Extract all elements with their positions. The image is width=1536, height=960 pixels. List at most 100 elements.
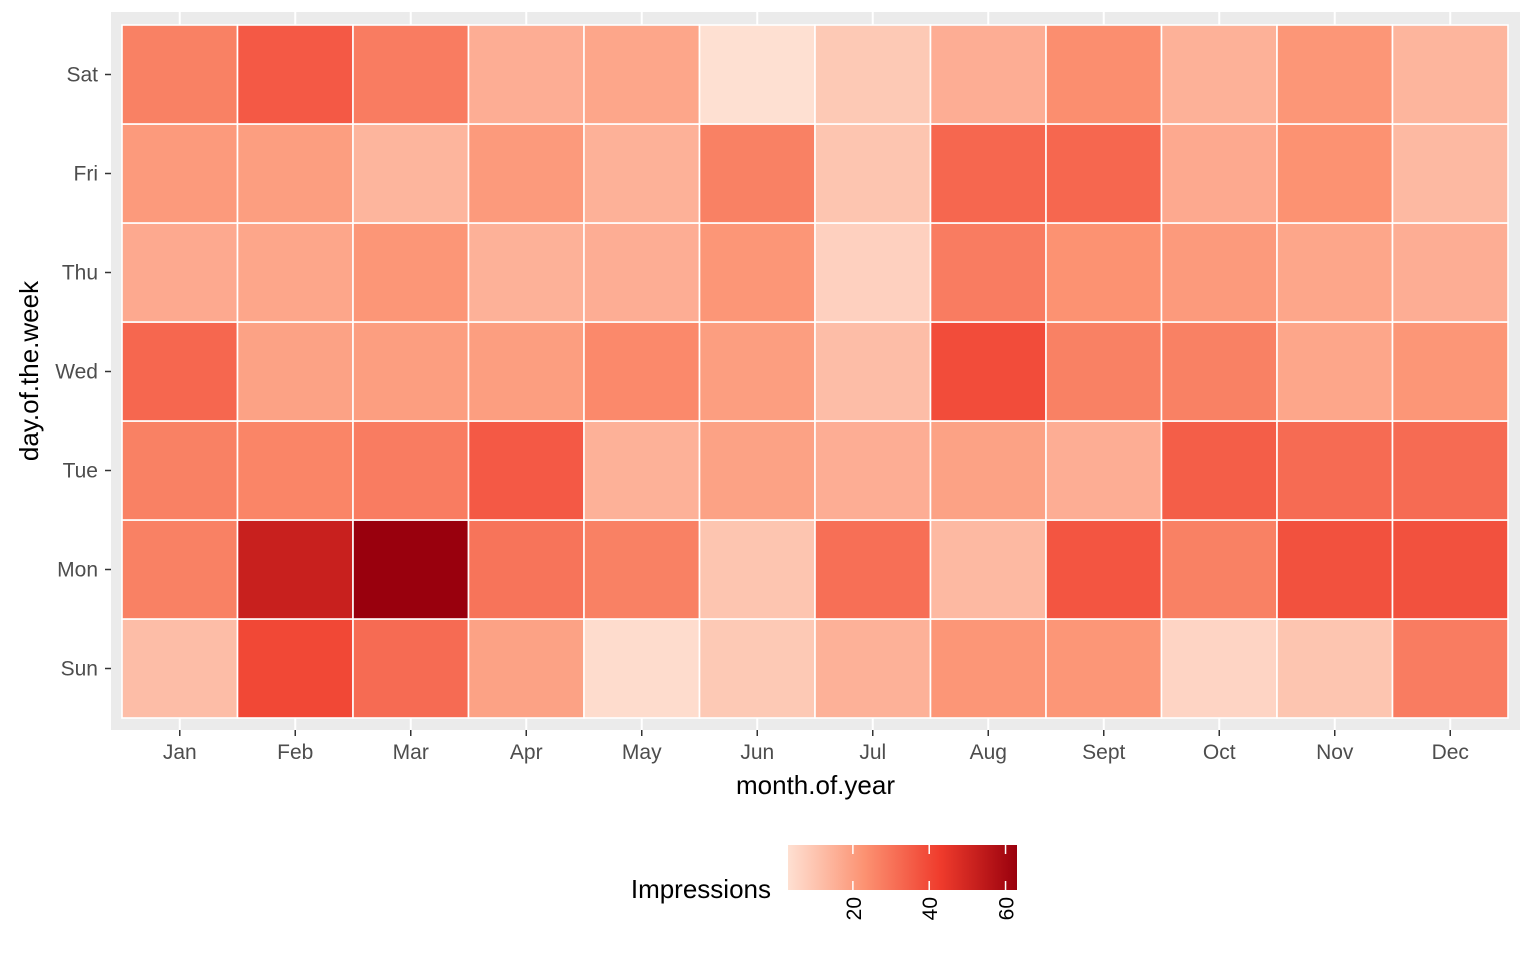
heatmap-tile (814, 321, 932, 422)
heatmap-tile (467, 24, 585, 125)
heatmap-tile (583, 24, 701, 125)
legend-tick-label: 60 (996, 897, 1019, 920)
x-axis: Jan Feb Mar Apr May Jun Jul Aug Sept Oct Nov Dec (163, 730, 1469, 764)
legend: Impressions 20 40 60 (631, 845, 1019, 920)
heatmap-tile (814, 24, 932, 125)
heatmap-tile (929, 519, 1047, 620)
heatmap-tile (1391, 519, 1509, 620)
heatmap-tile (1276, 618, 1394, 719)
y-tick-label: Mon (57, 559, 98, 582)
heatmap-tile (698, 222, 816, 323)
y-tick-label: Fri (74, 163, 99, 186)
heatmap-tile (236, 321, 354, 422)
x-tick-label: Jun (740, 741, 774, 764)
legend-tick-label: 40 (919, 897, 942, 920)
heatmap-tile (1276, 519, 1394, 620)
heatmap-tile (814, 222, 932, 323)
heatmap-tile (1391, 618, 1509, 719)
heatmap-tile (352, 24, 470, 125)
heatmap-tile (467, 222, 585, 323)
heatmap-tile (467, 618, 585, 719)
heatmap-tile (121, 123, 239, 224)
heatmap-tile (583, 222, 701, 323)
heatmap-tile (1045, 24, 1163, 125)
heatmap-tile (352, 222, 470, 323)
y-axis-title: day.of.the.week (14, 280, 44, 461)
x-tick-label: Aug (970, 741, 1007, 764)
heatmap-tile (698, 24, 816, 125)
heatmap-tile (236, 123, 354, 224)
heatmap-tile (698, 420, 816, 521)
heatmap-tile (698, 618, 816, 719)
heatmap-tile (352, 321, 470, 422)
x-tick-label: Jan (163, 741, 197, 764)
heatmap-tile (1276, 123, 1394, 224)
heatmap-tile (1160, 420, 1278, 521)
heatmap-tile (929, 618, 1047, 719)
heatmap-tile (1045, 519, 1163, 620)
heatmap-tile (121, 24, 239, 125)
heatmap-tile (121, 321, 239, 422)
heatmap-tile (1160, 222, 1278, 323)
heatmap-tile (121, 420, 239, 521)
heatmap-tile (236, 519, 354, 620)
heatmap-tile (1391, 222, 1509, 323)
heatmap-tile (1276, 321, 1394, 422)
heatmap-tile (583, 519, 701, 620)
legend-colorbar (788, 845, 1017, 890)
heatmap-tile (698, 321, 816, 422)
heatmap-tile (467, 420, 585, 521)
heatmap-tile (352, 123, 470, 224)
x-tick-label: Feb (277, 741, 313, 764)
heatmap-tile (1160, 123, 1278, 224)
heatmap-tile (698, 123, 816, 224)
x-tick-label: Jul (859, 741, 886, 764)
heatmap-tile (583, 321, 701, 422)
heatmap-tile (583, 123, 701, 224)
heatmap-tile (814, 123, 932, 224)
legend-tick-label: 20 (843, 897, 866, 920)
heatmap-tile (1391, 123, 1509, 224)
y-tick-label: Sun (61, 658, 98, 681)
x-tick-label: Apr (510, 741, 543, 764)
heatmap-tile (1045, 321, 1163, 422)
heatmap-tile (1045, 618, 1163, 719)
heatmap-tile (352, 420, 470, 521)
y-tick-label: Tue (63, 460, 98, 483)
x-tick-label: May (622, 741, 662, 764)
heatmap-tile (467, 123, 585, 224)
heatmap-tile (236, 420, 354, 521)
y-tick-label: Thu (62, 262, 98, 285)
heatmap-tile (467, 519, 585, 620)
heatmap-tile (236, 618, 354, 719)
x-tick-label: Mar (393, 741, 429, 764)
heatmap-tile (583, 420, 701, 521)
heatmap-tile (121, 618, 239, 719)
heatmap-tile (1045, 420, 1163, 521)
heatmap-tile (352, 519, 470, 620)
heatmap-tile (1160, 24, 1278, 125)
heatmap-tile (698, 519, 816, 620)
heatmap-tile (236, 24, 354, 125)
heatmap-tile (929, 24, 1047, 125)
heatmap-tile (1391, 24, 1509, 125)
heatmap-tile (1045, 222, 1163, 323)
heatmap-tile (1045, 123, 1163, 224)
y-axis: Sun Mon Tue Wed Thu Fri Sat (55, 64, 111, 681)
heatmap-tile (467, 321, 585, 422)
heatmap-tile (236, 222, 354, 323)
heatmap-tile (929, 123, 1047, 224)
x-tick-label: Nov (1316, 741, 1354, 764)
heatmap-tile (1276, 222, 1394, 323)
heatmap-tile (1160, 519, 1278, 620)
heatmap-tile (1391, 420, 1509, 521)
heatmap-tile (929, 321, 1047, 422)
heatmap-tile (929, 420, 1047, 521)
x-axis-title: month.of.year (736, 770, 895, 800)
legend-title: Impressions (631, 874, 771, 904)
heatmap-tile (814, 618, 932, 719)
y-tick-label: Sat (66, 64, 98, 87)
heatmap-tile (814, 519, 932, 620)
x-tick-label: Dec (1432, 741, 1469, 764)
